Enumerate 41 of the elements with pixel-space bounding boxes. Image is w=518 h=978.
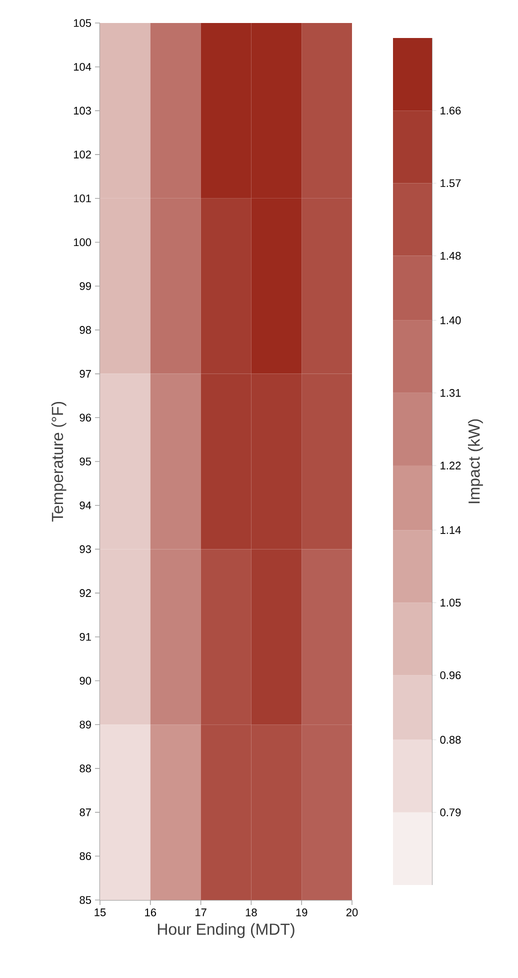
y-tick-label: 94 xyxy=(80,501,92,510)
y-tick-label: 89 xyxy=(80,720,91,728)
y-tick-label: 96 xyxy=(80,414,91,422)
color-bar-label: 1.48 xyxy=(440,252,461,260)
y-tick-label: 102 xyxy=(74,150,91,158)
y-tick-label: 88 xyxy=(80,764,91,772)
x-tick-label: 17 xyxy=(196,908,206,916)
y-tick-label: 103 xyxy=(74,106,91,115)
color-bar-label: 1.40 xyxy=(440,316,461,324)
color-bar-label: 1.22 xyxy=(440,462,461,470)
x-tick-label: 16 xyxy=(145,908,156,916)
color-bar-label: 1.57 xyxy=(440,179,461,188)
y-tick-label: 86 xyxy=(80,852,91,860)
color-bar-label: 1.31 xyxy=(440,389,461,397)
color-bar-label: 0.96 xyxy=(440,671,461,680)
color-bar-label: 0.79 xyxy=(440,808,461,816)
x-tick-label: 20 xyxy=(346,908,358,916)
y-tick-label: 85 xyxy=(80,896,92,904)
y-tick-label: 98 xyxy=(80,326,91,334)
y-tick-label: 105 xyxy=(74,19,92,27)
y-tick-label: 101 xyxy=(74,194,91,202)
y-axis-title: Temperature (°F) xyxy=(51,402,66,522)
y-tick-label: 92 xyxy=(80,589,91,597)
color-bar-label: 1.66 xyxy=(440,106,461,114)
color-bar-label: 0.88 xyxy=(440,736,461,744)
y-tick-label: 90 xyxy=(80,676,92,685)
y-tick-label: 99 xyxy=(80,282,91,290)
y-tick-label: 104 xyxy=(74,62,92,71)
x-axis-title: Hour Ending (MDT) xyxy=(158,923,294,938)
color-bar-label: 1.14 xyxy=(440,526,461,534)
y-tick-label: 97 xyxy=(80,370,91,378)
y-tick-label: 100 xyxy=(74,238,92,246)
y-tick-label: 93 xyxy=(80,545,91,554)
y-tick-label: 91 xyxy=(80,632,91,641)
color-bar-label: 1.05 xyxy=(440,598,461,607)
x-tick-label: 19 xyxy=(296,908,308,916)
x-tick-label: 15 xyxy=(94,908,106,916)
y-tick-label: 95 xyxy=(80,458,92,466)
color-bar-title: Impact (kW) xyxy=(468,419,483,504)
y-tick-label: 87 xyxy=(80,808,91,816)
x-tick-label: 18 xyxy=(246,908,257,916)
